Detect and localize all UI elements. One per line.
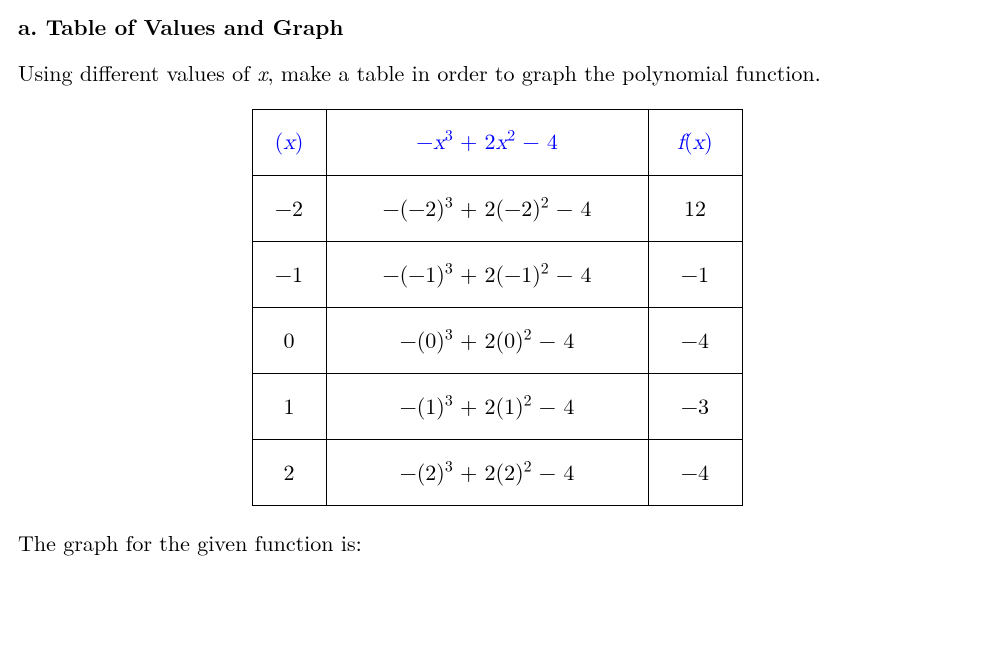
table-row: 2 −(2)3 + 2(2)2 − 4 −4 [252, 439, 742, 505]
intro-part2: , make a table in order to graph the pol… [267, 57, 820, 88]
cell-expr: −(2)3 + 2(2)2 − 4 [326, 439, 648, 505]
cell-fx: −1 [648, 241, 742, 307]
header-x: (x) [252, 109, 326, 175]
cell-fx: −4 [648, 439, 742, 505]
cell-expr: −(−1)3 + 2(−1)2 − 4 [326, 241, 648, 307]
cell-expr: −(1)3 + 2(1)2 − 4 [326, 373, 648, 439]
cell-fx: −3 [648, 373, 742, 439]
heading-title: Table of Values and Graph [46, 11, 344, 42]
section-heading: a. Table of Values and Graph [18, 12, 976, 43]
cell-expr: −(0)3 + 2(0)2 − 4 [326, 307, 648, 373]
table-header-row: (x) −x3 + 2x2 − 4 f(x) [252, 109, 742, 175]
heading-prefix: a. [18, 11, 37, 42]
cell-fx: 12 [648, 175, 742, 241]
table-row: −2 −(−2)3 + 2(−2)2 − 4 12 [252, 175, 742, 241]
table-row: 1 −(1)3 + 2(1)2 − 4 −3 [252, 373, 742, 439]
cell-expr: −(−2)3 + 2(−2)2 − 4 [326, 175, 648, 241]
intro-text: Using different values of x, make a tabl… [18, 57, 976, 89]
intro-part1: Using different values of [18, 57, 257, 88]
cell-x: 2 [252, 439, 326, 505]
table-wrapper: (x) −x3 + 2x2 − 4 f(x) −2 −(−2)3 + 2(−2)… [18, 109, 976, 506]
table-row: 0 −(0)3 + 2(0)2 − 4 −4 [252, 307, 742, 373]
cell-x: −2 [252, 175, 326, 241]
closing-text: The graph for the given function is: [18, 528, 976, 559]
intro-var: x [257, 57, 267, 88]
values-table: (x) −x3 + 2x2 − 4 f(x) −2 −(−2)3 + 2(−2)… [252, 109, 743, 506]
header-fx: f(x) [648, 109, 742, 175]
table-row: −1 −(−1)3 + 2(−1)2 − 4 −1 [252, 241, 742, 307]
header-expr: −x3 + 2x2 − 4 [326, 109, 648, 175]
cell-x: 0 [252, 307, 326, 373]
cell-x: −1 [252, 241, 326, 307]
cell-fx: −4 [648, 307, 742, 373]
cell-x: 1 [252, 373, 326, 439]
